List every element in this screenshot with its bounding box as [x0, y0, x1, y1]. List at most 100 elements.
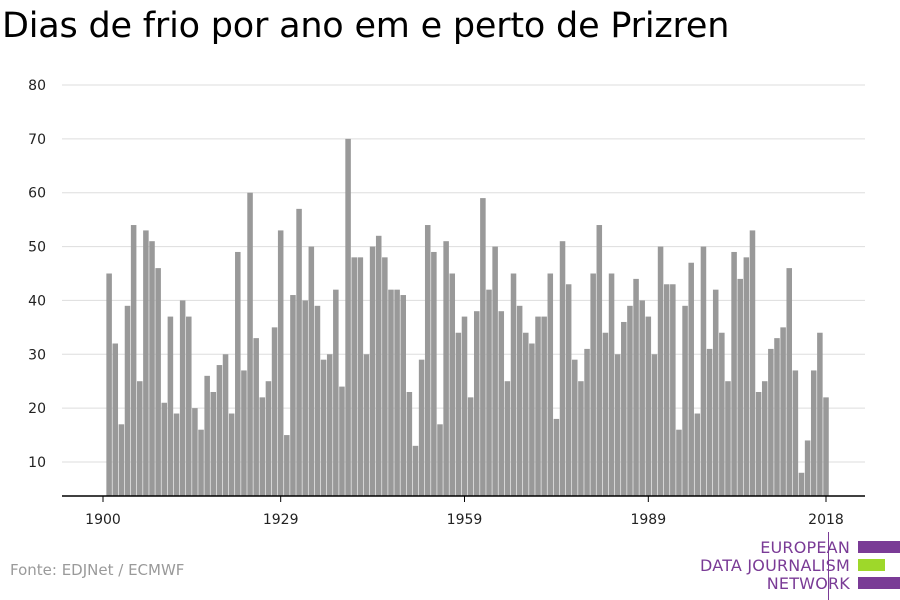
bar [516, 305, 523, 496]
bar [406, 391, 413, 496]
bar [541, 316, 547, 496]
bar [271, 327, 278, 496]
bar [363, 354, 370, 496]
bar [486, 289, 492, 496]
bar [277, 230, 284, 496]
bar [712, 289, 719, 496]
y-tick-label: 60 [28, 186, 46, 202]
bar [418, 359, 425, 496]
bar [112, 343, 119, 496]
bars [106, 138, 829, 497]
bar [284, 435, 290, 496]
bar [743, 257, 750, 496]
bar [804, 440, 811, 496]
bar [449, 273, 456, 496]
bar [731, 251, 737, 496]
bar [749, 230, 756, 496]
bar [382, 257, 388, 496]
bar [106, 273, 112, 496]
bar [590, 273, 596, 496]
bar [149, 241, 155, 496]
bar [688, 262, 694, 496]
bar [584, 348, 590, 496]
bar [167, 316, 174, 496]
bar [578, 381, 584, 496]
bar [339, 386, 345, 496]
bar [523, 332, 529, 496]
bar [210, 391, 217, 496]
source-note: Fonte: EDJNet / ECMWF [10, 561, 185, 579]
bar [424, 225, 431, 496]
bar [345, 138, 351, 497]
logo-divider [828, 532, 829, 600]
bar [798, 472, 805, 496]
bar [179, 300, 186, 496]
bar [388, 289, 394, 496]
bar [351, 257, 357, 496]
bar [247, 192, 253, 496]
bar [198, 429, 204, 496]
bar [473, 311, 480, 496]
bar [792, 370, 799, 496]
bar [608, 273, 615, 496]
bar [443, 241, 449, 496]
bar [755, 391, 762, 496]
y-axis: 10 20 30 40 50 60 70 80 [28, 78, 46, 471]
logo-line-3: NETWORK [766, 574, 850, 593]
bar [823, 397, 829, 496]
bar [504, 381, 511, 496]
bar [235, 251, 241, 496]
bar [333, 289, 339, 496]
bar [480, 198, 486, 496]
bar [559, 241, 566, 496]
bar [492, 246, 498, 496]
bar [639, 300, 645, 496]
bar [602, 332, 609, 496]
bar [455, 332, 462, 496]
bar [700, 246, 707, 496]
bar [737, 278, 743, 496]
bar [412, 445, 419, 496]
bar [400, 295, 406, 496]
bar [124, 305, 131, 496]
bar [633, 278, 639, 496]
bar [670, 284, 676, 496]
bar [467, 397, 474, 496]
logo-line-2: DATA JOURNALISM [700, 556, 850, 575]
bar [529, 343, 535, 496]
bar [461, 316, 468, 496]
bar [437, 424, 443, 496]
bar [290, 295, 296, 496]
bar [553, 418, 560, 496]
bar [265, 381, 272, 496]
bar [621, 321, 627, 496]
bar [657, 246, 664, 496]
bar [780, 327, 786, 496]
bar [173, 413, 180, 496]
bar [253, 338, 259, 496]
x-tick-label: 1900 [85, 512, 121, 528]
bar [204, 375, 210, 496]
bar [572, 359, 578, 496]
bar [161, 402, 168, 496]
bar [314, 305, 321, 496]
y-tick-label: 40 [28, 293, 46, 309]
bar [302, 300, 308, 496]
bar [308, 246, 315, 496]
bar [651, 354, 658, 496]
bar [375, 235, 382, 497]
logo-bar-purple-bottom [858, 577, 900, 589]
x-tick-label: 1929 [263, 512, 299, 528]
bar [216, 365, 223, 496]
x-tick-label: 1959 [447, 512, 483, 528]
bar [228, 413, 235, 496]
bar [761, 381, 768, 496]
y-tick-label: 50 [28, 240, 46, 256]
x-axis: 1900 1929 1959 1989 2018 [62, 495, 865, 528]
bar [682, 305, 688, 496]
y-tick-label: 80 [28, 78, 46, 94]
bar [810, 370, 817, 496]
y-tick-label: 10 [28, 455, 46, 471]
bar [547, 273, 554, 496]
